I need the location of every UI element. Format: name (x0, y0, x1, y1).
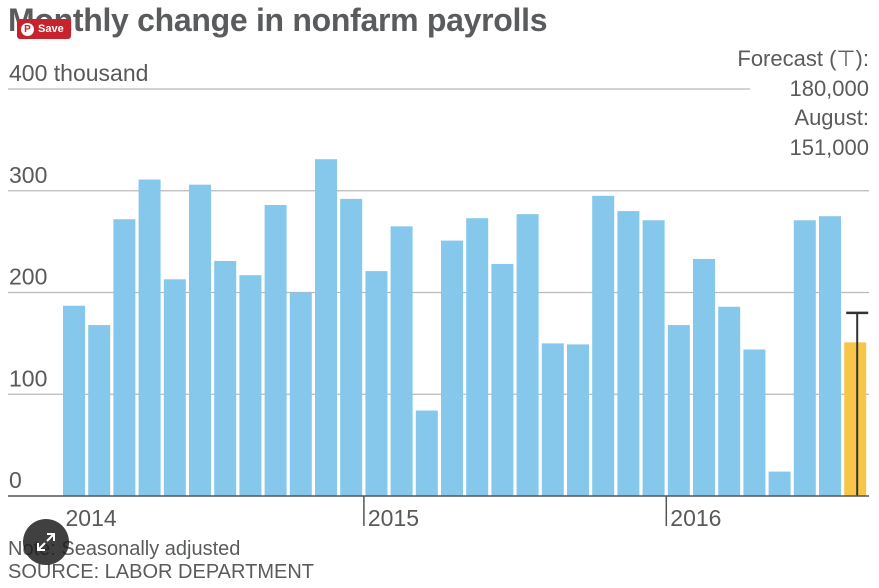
bar-11 (340, 198, 363, 496)
bar-5 (189, 184, 211, 496)
y-tick-label-400: 400 thousand (9, 60, 148, 86)
bar-21 (592, 195, 615, 496)
forecast-value: 180,000 (789, 75, 869, 101)
y-tick-label-0: 0 (9, 467, 22, 493)
bar-23 (642, 220, 665, 496)
bar-17 (491, 264, 514, 496)
bar-19 (541, 343, 564, 496)
august-value: 151,000 (789, 134, 869, 160)
bar-8 (264, 204, 287, 496)
y-tick-label-100: 100 (9, 365, 47, 391)
x-year-label-2016: 2016 (670, 505, 721, 531)
pinterest-save-button[interactable]: P Save (17, 19, 71, 39)
bar-22 (617, 211, 640, 496)
bar-18 (516, 214, 539, 496)
bar-2 (113, 219, 136, 497)
expand-button[interactable] (23, 519, 69, 565)
bar-0 (63, 305, 85, 496)
bar-15 (441, 240, 463, 496)
x-year-label-2015: 2015 (368, 505, 419, 531)
bar-3 (138, 179, 161, 496)
forecast-annotation: Forecast (⊤): 180,000 August: 151,000 (737, 44, 869, 162)
bar-24 (667, 325, 690, 496)
bar-20 (567, 344, 589, 496)
forecast-label: Forecast (⊤): (737, 46, 869, 71)
bar-28 (768, 471, 791, 496)
pinterest-icon: P (21, 22, 34, 36)
bar-10 (315, 159, 337, 496)
bar-14 (415, 410, 438, 496)
bar-25 (693, 258, 715, 496)
chart-title: Monthly change in nonfarm payrolls (8, 2, 548, 38)
y-tick-label-200: 200 (9, 264, 47, 290)
bar-1 (88, 325, 111, 496)
bar-6 (214, 260, 237, 496)
august-label: August: (794, 105, 869, 130)
bar-16 (466, 218, 489, 496)
save-button-label: Save (38, 23, 64, 35)
bar-13 (390, 226, 413, 497)
bar-29 (793, 220, 816, 496)
y-tick-label-300: 300 (9, 162, 47, 188)
bar-30 (819, 216, 841, 496)
bar-31 (844, 342, 867, 496)
bar-7 (239, 275, 262, 496)
bar-26 (718, 306, 741, 496)
chart-source: SOURCE: LABOR DEPARTMENT (8, 561, 314, 583)
x-year-label-2014: 2014 (66, 505, 117, 531)
bar-12 (365, 271, 388, 496)
bar-9 (289, 292, 312, 496)
bar-27 (743, 349, 766, 496)
expand-icon (37, 533, 55, 551)
bar-4 (163, 279, 186, 496)
